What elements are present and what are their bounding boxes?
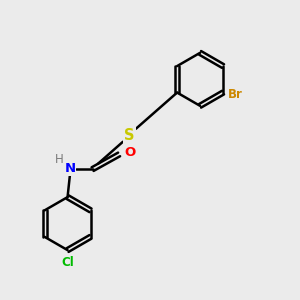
Text: N: N [64,162,76,175]
Text: O: O [124,146,136,159]
Text: Br: Br [228,88,243,100]
Text: Cl: Cl [61,256,74,269]
Text: H: H [55,153,64,166]
Text: S: S [124,128,135,143]
